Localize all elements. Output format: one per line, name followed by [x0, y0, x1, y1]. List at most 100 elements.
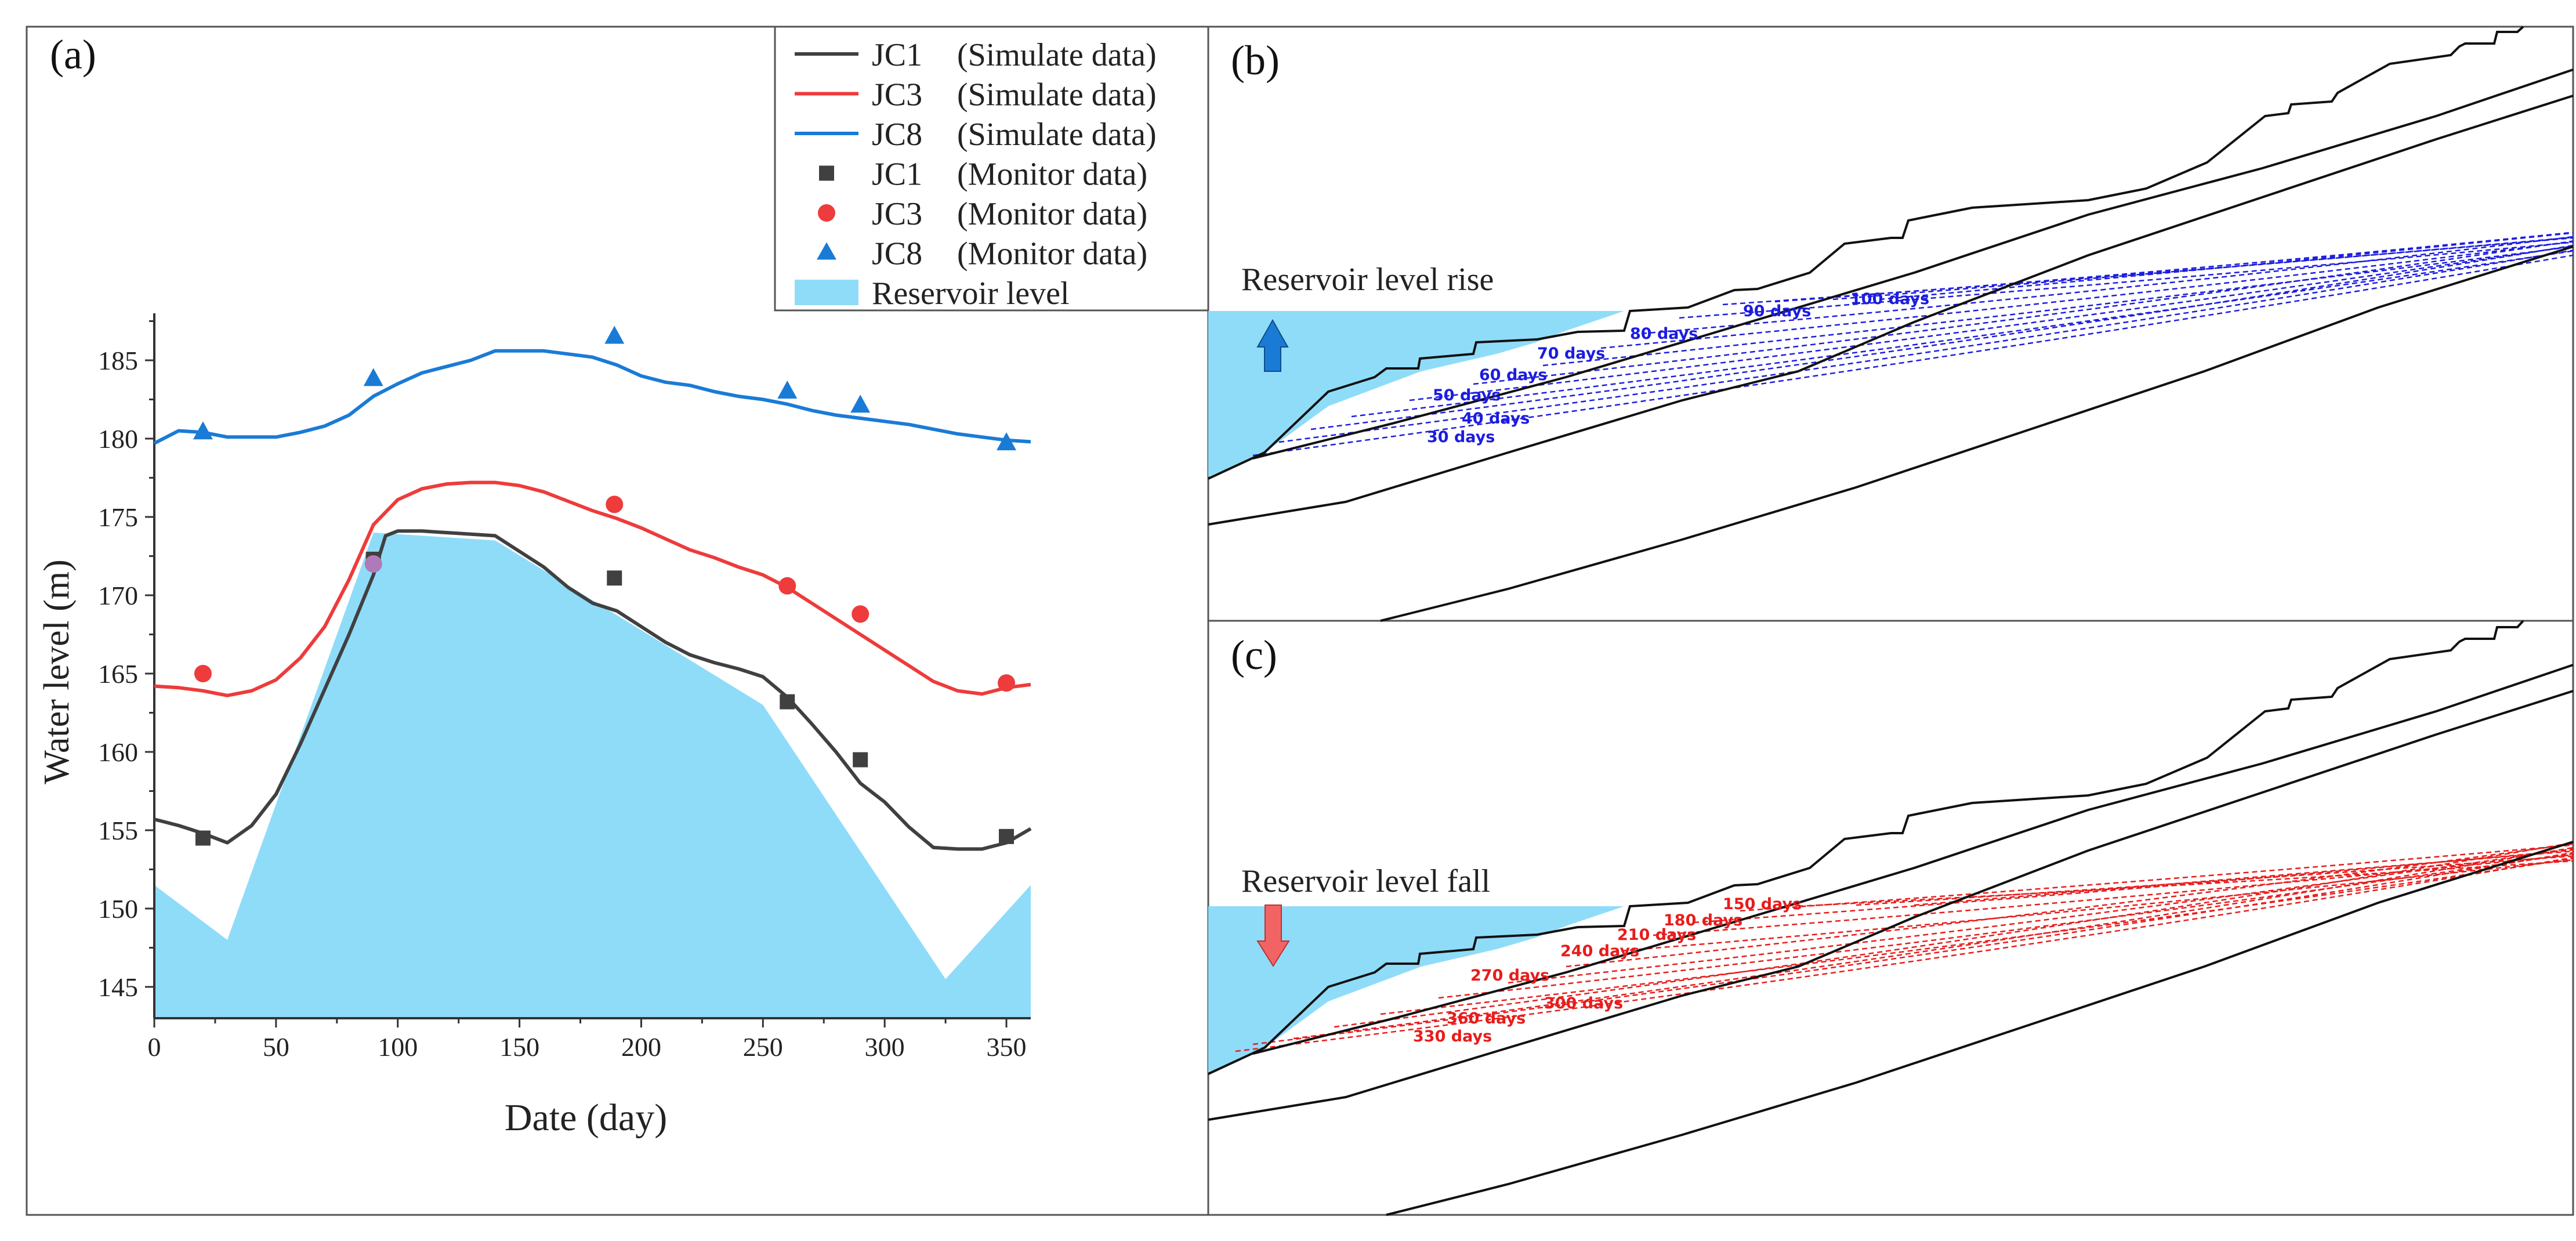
legend-desc: (Monitor data)	[957, 157, 1147, 193]
rise-seepage-line	[1774, 231, 2574, 303]
x-tick-label: 200	[621, 1032, 661, 1062]
ground-surface-c	[1208, 620, 2524, 1075]
rise-label: 60 days	[1479, 366, 1547, 384]
rise-seepage-line	[1409, 245, 2574, 401]
legend-desc: (Monitor data)	[957, 236, 1147, 272]
legend-triangle-marker	[817, 242, 836, 260]
fall-seepage-line	[1293, 846, 2574, 1040]
y-tick-label: 175	[98, 502, 138, 532]
rise-arrow-icon	[1256, 319, 1289, 372]
reservoir-water-fall	[1208, 906, 1624, 1073]
fall-seepage-line	[1566, 843, 2574, 968]
panel-c: (c) Reservoir level fall 150 days 180 da…	[1208, 620, 2574, 1216]
rise-seepage-line	[1679, 241, 2574, 319]
reservoir-area-layer	[154, 533, 1031, 1018]
geology-boundary-c2	[1208, 690, 2574, 1121]
geology-boundary-c3	[1386, 841, 2574, 1216]
series-line-jc8	[153, 349, 1031, 445]
y-tick-label: 185	[98, 346, 138, 375]
jc8-monitor-point	[604, 325, 625, 344]
rise-label: 100 days	[1850, 290, 1929, 308]
reservoir-water-rise	[1208, 311, 1624, 477]
rise-label: 30 days	[1427, 428, 1495, 446]
x-axis-label: Date (day)	[505, 1097, 667, 1139]
jc3-monitor-point	[852, 605, 869, 623]
rise-seepage-line	[1473, 240, 2574, 385]
legend-circle-marker	[818, 204, 835, 222]
rise-seepage-line	[1252, 254, 2574, 457]
fall-seepage-line	[1612, 859, 2574, 953]
jc3-monitor-point	[364, 555, 382, 573]
y-tick-label: 160	[98, 737, 138, 767]
panel-b: (b) Reservoir level rise 30 days 40 days…	[1208, 26, 2574, 622]
fall-seepage-line	[1914, 850, 2574, 906]
fall-label: 300 days	[1544, 994, 1623, 1012]
legend-key: JC1	[872, 37, 922, 73]
x-tick-label: 0	[148, 1032, 161, 1062]
y-tick-label: 150	[98, 894, 138, 924]
fall-seepage-line	[1252, 852, 2574, 1045]
fall-label: 150 days	[1723, 895, 1802, 913]
fall-label: 360 days	[1447, 1010, 1526, 1027]
jc3-monitor-point	[194, 665, 212, 682]
tick-label-layer: 0 50 100 150 200 250 300 350 145 150 155 160 165 170 1…	[98, 320, 1027, 1062]
jc3-monitor-point	[606, 495, 624, 513]
jc1-monitor-point	[999, 828, 1015, 844]
fall-annotation: Reservoir level fall	[1241, 863, 1490, 899]
series-line-jc1	[154, 529, 1032, 851]
y-tick-label: 145	[98, 972, 138, 1002]
legend-key: JC3	[872, 196, 922, 232]
jc8-monitor-point	[997, 432, 1017, 451]
x-tick-label: 50	[263, 1032, 289, 1062]
legend-desc: (Simulate data)	[957, 77, 1157, 113]
fall-label: 330 days	[1413, 1027, 1492, 1045]
jc3-monitor-point	[778, 577, 796, 595]
rise-seepage-line	[1600, 241, 2574, 349]
rise-label: 50 days	[1433, 386, 1501, 404]
seepage-lines-rise	[1252, 231, 2574, 457]
geology-boundary-b2	[1208, 95, 2574, 526]
legend-desc: (Simulate data)	[957, 37, 1157, 73]
x-tick-label: 350	[987, 1032, 1027, 1062]
legend-key: JC1	[872, 157, 922, 193]
fall-seepage-line	[1235, 856, 2574, 1052]
legend-key: JC8	[872, 236, 922, 272]
fall-labels: 150 days 180 days 210 days 240 days 270 …	[1413, 895, 1802, 1045]
fall-seepage-line	[1740, 844, 2574, 912]
rise-label: 80 days	[1630, 325, 1698, 343]
legend-area-swatch	[795, 280, 858, 305]
y-tick-label: 180	[98, 424, 138, 454]
series-layer	[153, 349, 1032, 851]
legend-key: JC8	[872, 117, 922, 153]
y-tick-label: 170	[98, 581, 138, 610]
x-tick-label: 250	[743, 1032, 783, 1062]
y-tick-label: 155	[98, 816, 138, 845]
rise-label: 90 days	[1743, 302, 1811, 320]
geology-boundary-b1	[1252, 68, 2574, 460]
series-line-jc3	[154, 480, 1031, 697]
fall-seepage-line	[1438, 853, 2574, 999]
y-tick-label: 165	[98, 659, 138, 689]
rise-label: 40 days	[1462, 410, 1530, 428]
legend-key: JC3	[872, 77, 922, 113]
fall-seepage-line	[1798, 860, 2574, 907]
legend: JC1 (Simulate data) JC3 (Simulate data) JC8 (…	[774, 26, 1209, 312]
seepage-lines-fall	[1235, 842, 2574, 1052]
fall-label: 240 days	[1560, 942, 1639, 960]
x-tick-label: 300	[865, 1032, 905, 1062]
jc3-monitor-point	[998, 674, 1016, 692]
panel-a: (a) 0 50 100 150 200 250 300 350 145 150 155 160 165…	[37, 26, 1209, 1139]
rise-seepage-line	[1641, 236, 2574, 335]
rise-seepage-line	[1879, 232, 2574, 301]
geology-boundary-c1	[1252, 664, 2574, 1055]
rise-seepage-line	[1278, 249, 2574, 443]
monitor-marker-layer	[193, 325, 1017, 846]
jc8-monitor-point	[850, 395, 871, 413]
rise-seepage-line	[1310, 244, 2574, 430]
jc8-monitor-point	[363, 368, 383, 386]
panel-c-label: (c)	[1231, 632, 1277, 678]
fall-seepage-line	[1693, 849, 2574, 924]
rise-label: 70 days	[1537, 345, 1605, 363]
rise-labels: 30 days 40 days 50 days 60 days 70 days …	[1427, 290, 1929, 446]
